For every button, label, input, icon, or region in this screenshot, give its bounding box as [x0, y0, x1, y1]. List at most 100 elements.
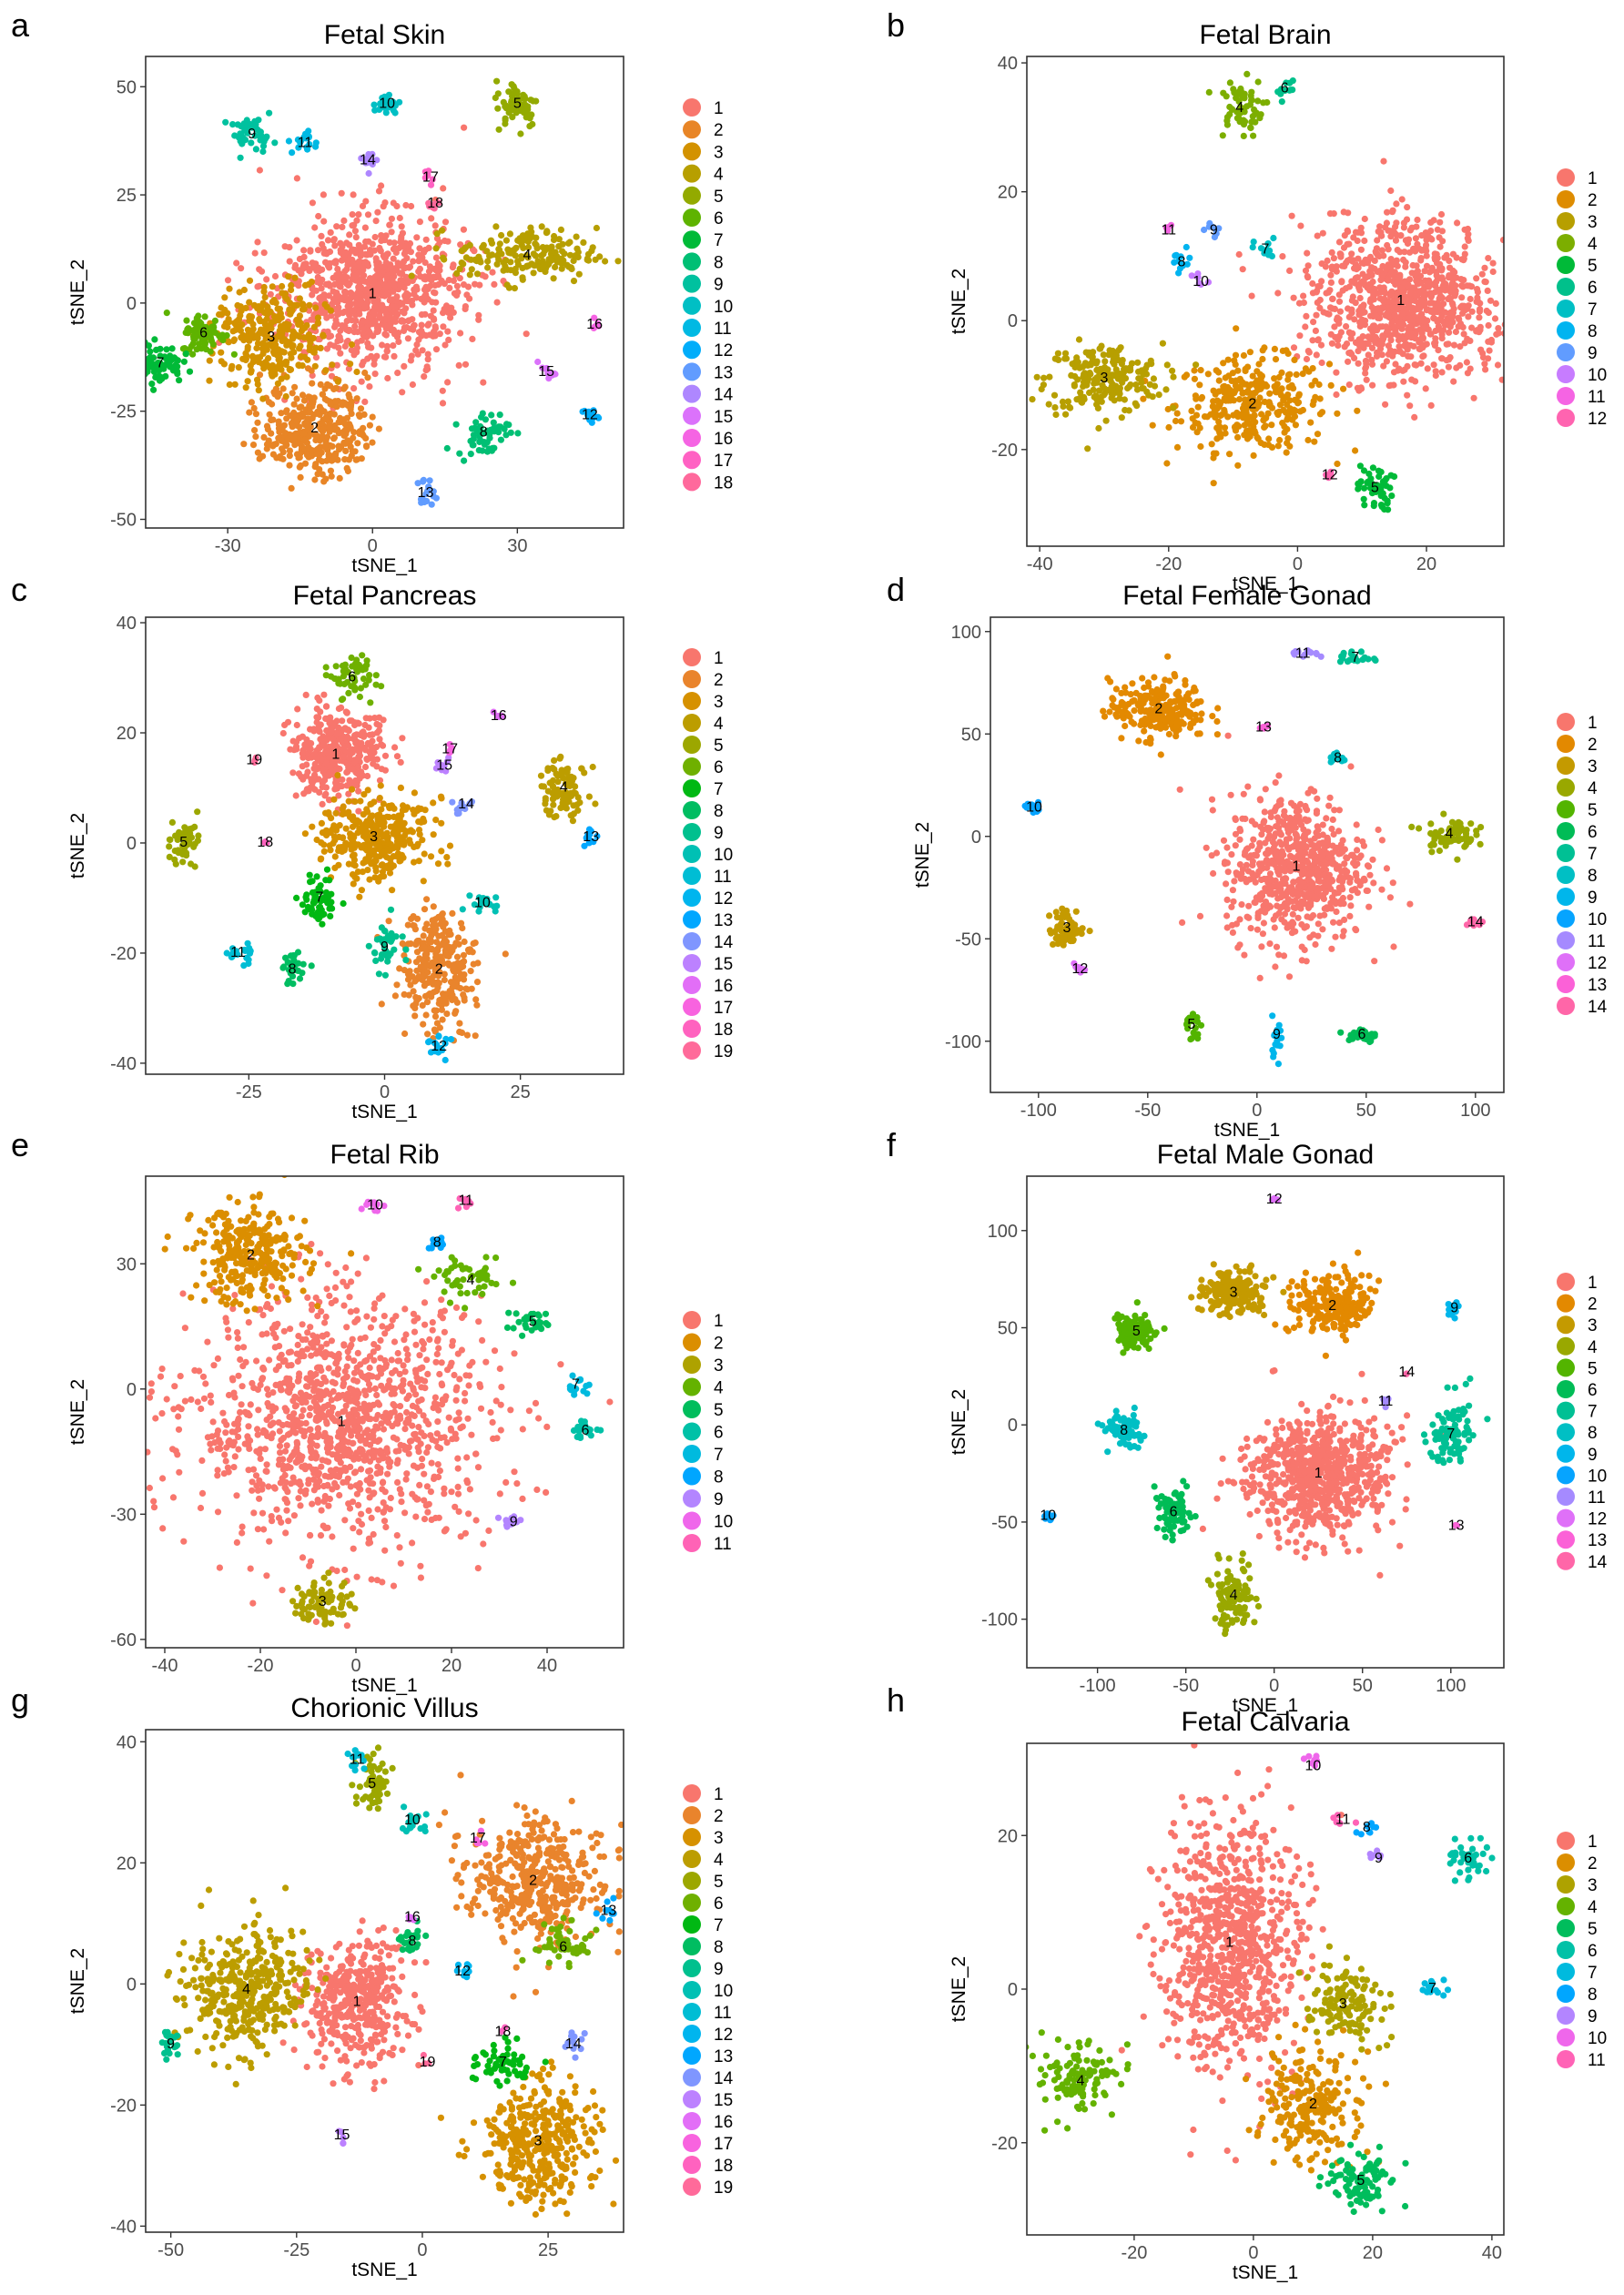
cell-point	[1222, 430, 1229, 437]
cell-point	[332, 785, 340, 792]
cell-point	[332, 259, 340, 267]
cell-point	[340, 217, 348, 224]
cell-point	[307, 248, 314, 255]
cell-point	[229, 121, 237, 128]
cell-point	[358, 378, 365, 385]
cell-point	[282, 392, 289, 401]
cell-point	[288, 286, 295, 294]
cell-point	[357, 283, 365, 291]
cell-point	[430, 903, 437, 910]
cell-point	[375, 425, 382, 432]
cell-point	[1215, 377, 1223, 384]
cell-point	[538, 783, 545, 790]
cell-point	[399, 735, 406, 742]
cell-point	[404, 335, 411, 342]
cell-point	[1446, 295, 1454, 302]
cell-point	[1271, 345, 1278, 352]
cell-point	[285, 137, 292, 145]
cell-point	[1357, 246, 1365, 253]
cell-point	[488, 447, 496, 454]
cell-point	[566, 251, 574, 259]
cell-point	[358, 887, 365, 894]
cell-point	[1351, 265, 1358, 272]
cell-point	[340, 308, 348, 316]
cell-point	[1368, 303, 1375, 311]
cell-point	[1261, 344, 1268, 351]
cell-point	[328, 728, 335, 736]
cell-point	[1046, 373, 1053, 381]
cell-point	[285, 273, 292, 280]
cell-point	[1324, 257, 1331, 264]
cell-point	[379, 341, 386, 349]
legend-label: 4	[714, 166, 724, 185]
cell-point	[226, 381, 233, 389]
cell-point	[373, 720, 381, 728]
cluster-label-11: 11	[1161, 222, 1176, 238]
cell-point	[1271, 375, 1278, 382]
cell-point	[436, 1024, 443, 1031]
cell-point	[289, 436, 297, 443]
cell-point	[251, 132, 259, 139]
cell-point	[543, 364, 551, 372]
cell-point	[1459, 323, 1467, 331]
cell-point	[391, 109, 399, 117]
cell-point	[1401, 366, 1408, 373]
cell-point	[557, 226, 565, 233]
cell-point	[343, 768, 350, 777]
cell-point	[511, 285, 519, 292]
cluster-5-points	[492, 77, 540, 137]
cell-point	[349, 448, 356, 455]
cell-point	[1295, 300, 1304, 307]
cell-point	[390, 342, 397, 350]
cell-point	[430, 493, 437, 500]
cluster-11-points	[285, 127, 320, 157]
cell-point	[261, 309, 269, 317]
cell-point	[1425, 232, 1432, 239]
cell-point	[470, 435, 478, 442]
cell-point	[517, 130, 524, 137]
cell-point	[529, 120, 536, 128]
cell-point	[1437, 304, 1445, 311]
cell-point	[304, 768, 311, 776]
cell-point	[1191, 367, 1198, 374]
cell-point	[530, 97, 537, 105]
y-tick-label: -50	[110, 510, 137, 530]
cell-point	[1316, 304, 1324, 311]
cell-point	[427, 181, 435, 188]
cell-point	[1436, 234, 1443, 241]
cell-point	[370, 101, 378, 108]
cell-point	[1422, 385, 1429, 392]
cell-point	[1477, 306, 1484, 313]
cell-point	[353, 349, 360, 356]
cell-point	[1243, 70, 1251, 77]
cell-point	[493, 299, 501, 306]
cell-point	[255, 330, 263, 338]
cell-point	[569, 817, 577, 825]
cell-point	[362, 250, 370, 258]
cell-point	[382, 833, 391, 840]
cell-point	[1245, 420, 1253, 428]
cell-point	[354, 868, 361, 876]
cell-point	[146, 339, 148, 346]
cell-point	[1093, 374, 1101, 381]
cell-point	[521, 93, 528, 100]
cell-point	[435, 280, 442, 289]
cluster-label-6: 6	[199, 325, 208, 340]
cell-point	[384, 374, 391, 382]
cell-point	[331, 853, 339, 860]
cell-point	[357, 405, 365, 412]
cell-point	[428, 932, 435, 939]
cell-point	[1446, 321, 1454, 329]
cell-point	[375, 326, 382, 333]
cell-point	[413, 949, 421, 956]
cell-point	[283, 407, 290, 414]
cell-point	[337, 283, 344, 290]
cell-point	[174, 371, 181, 378]
cell-point	[1474, 289, 1481, 296]
cell-point	[434, 259, 442, 268]
cell-point	[290, 401, 298, 408]
cell-point	[515, 102, 523, 109]
cell-point	[1355, 282, 1362, 289]
cell-point	[497, 436, 505, 443]
cluster-4-points	[1205, 70, 1271, 139]
